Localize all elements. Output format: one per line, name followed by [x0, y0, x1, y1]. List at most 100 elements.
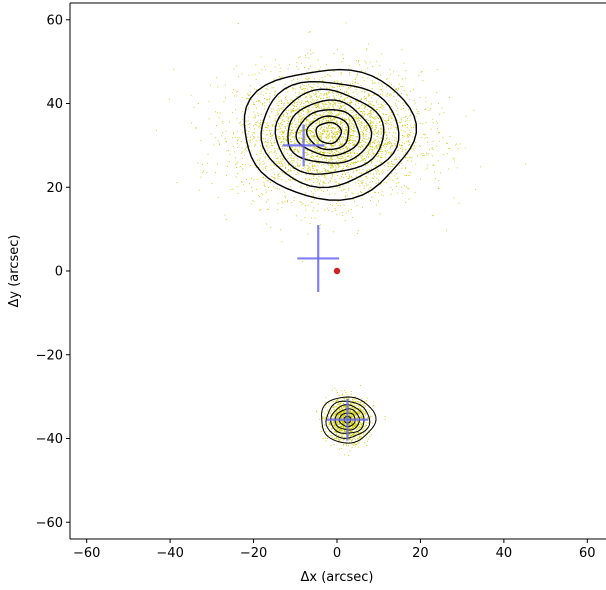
scatter-point	[359, 125, 361, 127]
scatter-point	[341, 425, 343, 427]
scatter-point	[365, 62, 367, 64]
scatter-point	[348, 410, 350, 412]
scatter-point	[309, 100, 311, 102]
scatter-point	[330, 117, 332, 119]
scatter-point	[357, 421, 358, 423]
scatter-point	[343, 204, 345, 206]
scatter-point	[293, 133, 295, 134]
scatter-point	[345, 426, 347, 428]
scatter-point	[259, 140, 261, 142]
scatter-point	[301, 146, 302, 148]
scatter-point	[285, 139, 287, 141]
scatter-point	[419, 123, 421, 124]
scatter-point	[289, 141, 291, 143]
scatter-point	[369, 436, 371, 438]
scatter-point	[322, 140, 324, 142]
scatter-point	[302, 87, 304, 89]
scatter-point	[276, 152, 277, 154]
scatter-point	[341, 420, 343, 422]
scatter-point	[308, 109, 310, 111]
scatter-point	[346, 194, 348, 196]
scatter-point	[349, 116, 351, 117]
scatter-point	[333, 117, 335, 119]
scatter-point	[309, 110, 311, 112]
scatter-point	[292, 136, 294, 137]
scatter-point	[394, 159, 396, 161]
scatter-point	[359, 64, 360, 66]
scatter-point	[314, 160, 316, 161]
scatter-point	[281, 122, 283, 124]
y-tick-label: 40	[46, 97, 63, 112]
scatter-point	[367, 95, 369, 97]
scatter-point	[397, 100, 399, 102]
scatter-point	[348, 398, 350, 400]
scatter-point	[359, 160, 361, 162]
scatter-point	[354, 114, 356, 116]
scatter-point	[401, 145, 403, 147]
scatter-point	[418, 75, 420, 76]
scatter-point	[323, 140, 325, 142]
scatter-point	[252, 134, 254, 136]
scatter-point	[369, 169, 371, 171]
scatter-point	[342, 157, 344, 159]
scatter-point	[323, 97, 324, 99]
scatter-point	[296, 96, 298, 98]
scatter-point	[396, 178, 398, 180]
scatter-point	[408, 148, 410, 150]
scatter-point	[426, 152, 427, 154]
scatter-point	[330, 445, 332, 446]
scatter-point	[423, 133, 425, 135]
scatter-point	[303, 92, 305, 94]
scatter-point	[317, 99, 319, 100]
scatter-point	[332, 119, 333, 121]
scatter-point	[355, 408, 357, 410]
scatter-point	[348, 415, 350, 417]
scatter-point	[318, 104, 319, 105]
scatter-point	[366, 127, 368, 129]
scatter-point	[264, 122, 266, 123]
scatter-point	[328, 137, 329, 139]
scatter-point	[350, 129, 352, 131]
scatter-point	[318, 179, 320, 181]
scatter-point	[325, 134, 327, 136]
scatter-point	[291, 170, 293, 172]
scatter-point	[350, 135, 352, 137]
scatter-point	[402, 142, 404, 144]
scatter-point	[314, 114, 316, 116]
scatter-point	[400, 118, 402, 120]
scatter-point	[376, 156, 378, 158]
scatter-point	[344, 153, 346, 155]
scatter-point	[355, 399, 357, 401]
scatter-point	[324, 413, 326, 415]
scatter-point	[376, 127, 378, 129]
scatter-point	[322, 114, 324, 116]
scatter-point	[366, 47, 368, 49]
scatter-point	[373, 405, 375, 406]
scatter-point	[314, 136, 316, 137]
scatter-point	[356, 428, 358, 430]
scatter-point	[361, 155, 363, 157]
scatter-point	[361, 111, 363, 113]
scatter-point	[401, 49, 403, 51]
scatter-point	[335, 401, 337, 403]
scatter-point	[361, 99, 362, 100]
scatter-point	[344, 129, 346, 131]
scatter-point	[298, 121, 299, 123]
scatter-point	[297, 96, 299, 97]
scatter-point	[355, 422, 357, 424]
scatter-point	[336, 424, 338, 426]
scatter-point	[388, 178, 390, 180]
scatter-point	[241, 147, 243, 149]
scatter-point	[271, 108, 273, 110]
scatter-point	[294, 137, 295, 139]
scatter-point	[338, 164, 340, 166]
scatter-point	[339, 433, 341, 435]
scatter-point	[251, 186, 252, 188]
scatter-point	[379, 160, 381, 162]
scatter-point	[338, 415, 340, 417]
scatter-point	[311, 102, 312, 103]
scatter-point	[333, 409, 335, 411]
scatter-point	[334, 426, 336, 428]
scatter-point	[285, 97, 286, 98]
scatter-point	[350, 424, 352, 426]
